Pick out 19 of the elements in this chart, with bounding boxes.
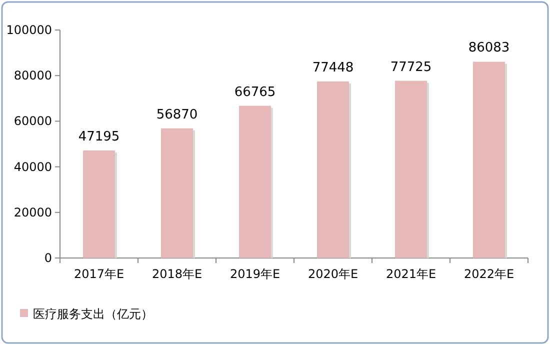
x-tick-label: 2021年E xyxy=(386,267,436,281)
legend-label: 医疗服务支出（亿元） xyxy=(33,307,153,321)
data-label: 77448 xyxy=(312,60,354,76)
x-tick-label: 2022年E xyxy=(464,267,514,281)
y-tick-label: 100000 xyxy=(6,23,52,37)
data-label: 77725 xyxy=(390,60,432,75)
x-tick-label: 2019年E xyxy=(230,267,280,281)
x-tick-label: 2018年E xyxy=(152,267,202,281)
y-tick-label: 60000 xyxy=(14,114,52,128)
y-tick-label: 40000 xyxy=(14,160,52,174)
data-label: 66765 xyxy=(234,84,276,100)
data-label: 47195 xyxy=(78,129,120,144)
y-tick-label: 20000 xyxy=(14,205,52,220)
data-label: 86083 xyxy=(468,40,510,56)
x-tick-label: 2020年E xyxy=(308,267,358,281)
data-label: 56870 xyxy=(156,107,198,122)
x-tick-label: 2017年E xyxy=(74,267,124,281)
y-tick-label: 0 xyxy=(44,251,52,265)
y-tick-label: 80000 xyxy=(14,68,52,83)
